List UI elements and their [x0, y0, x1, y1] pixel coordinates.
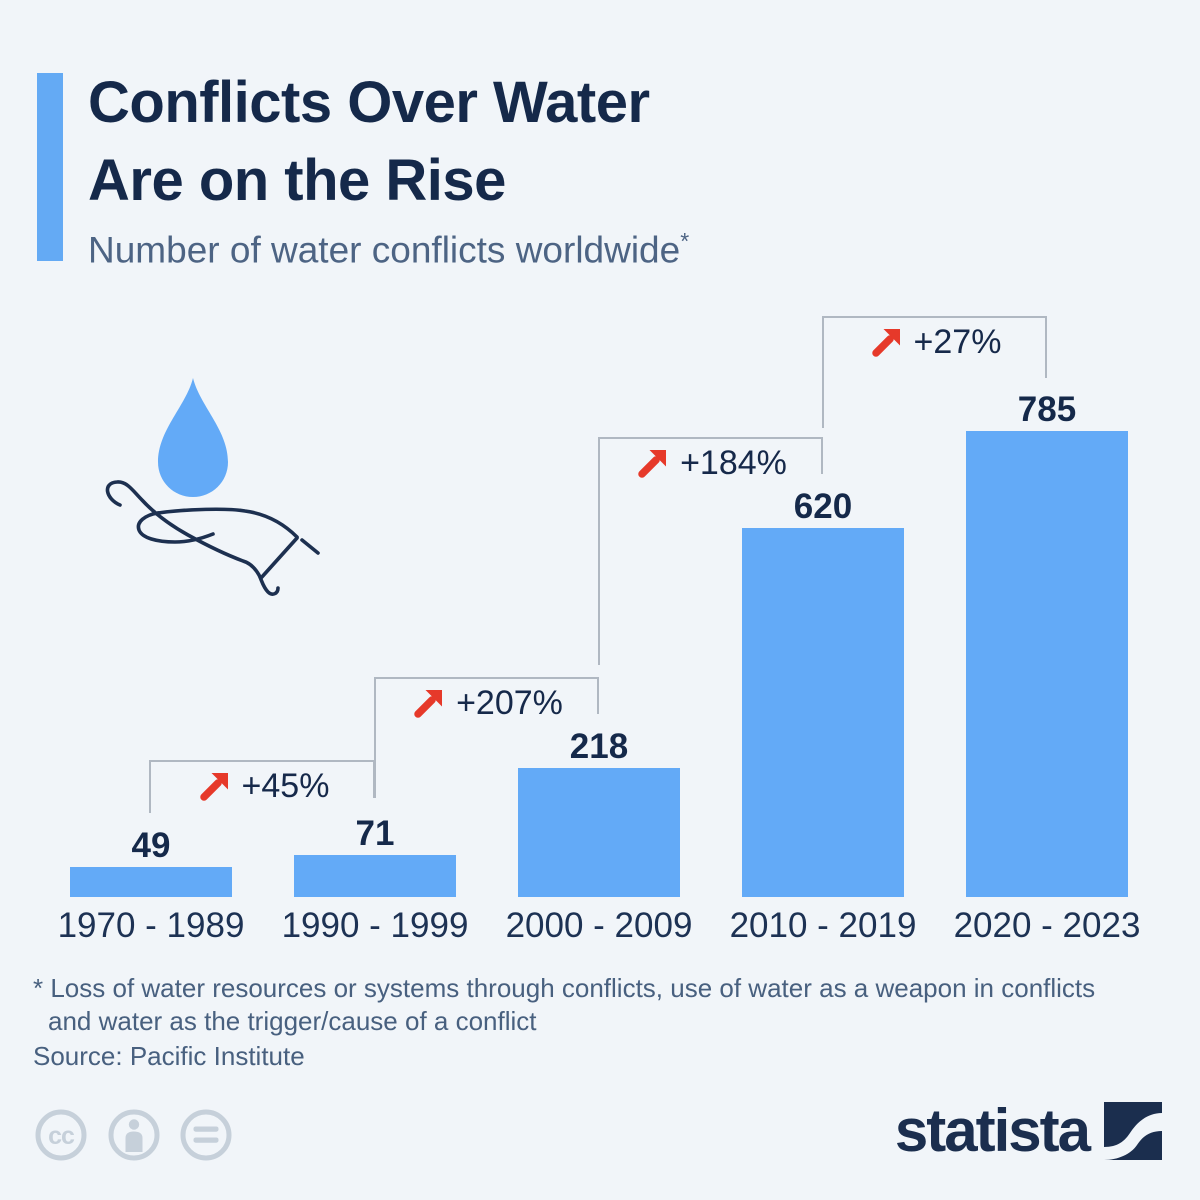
- bracket-2-line: [375, 677, 599, 679]
- bracket-4-left: [822, 316, 824, 428]
- water-drop: [158, 378, 228, 497]
- footnote-line-1: * Loss of water resources or systems thr…: [33, 973, 1096, 1003]
- bar-2000-2009: [518, 768, 680, 897]
- footnote-marker: *: [680, 228, 690, 254]
- category-label: 2020 - 2023: [953, 906, 1141, 945]
- equals-icon: [180, 1109, 232, 1161]
- title-accent-bar: [37, 73, 63, 261]
- trend-up-arrow-icon: [638, 450, 667, 478]
- svg-text:cc: cc: [48, 1122, 75, 1150]
- category-label: 2000 - 2009: [505, 906, 693, 945]
- change-annotation-2: +207%: [375, 682, 599, 724]
- change-annotation-label: +27%: [913, 322, 1002, 361]
- change-annotation-label: +45%: [241, 766, 330, 805]
- bar-1990-1999: [294, 855, 456, 897]
- footnote: * Loss of water resources or systems thr…: [33, 972, 1095, 1038]
- change-annotation-label: +184%: [680, 443, 787, 482]
- cc-icon: cc: [35, 1109, 87, 1161]
- bar-2020-2023: [966, 431, 1128, 897]
- change-annotation-1: +45%: [150, 765, 376, 807]
- bar-value-label: 49: [131, 826, 171, 865]
- statista-logo-mark: [1104, 1102, 1162, 1160]
- bracket-3-left: [598, 437, 600, 665]
- change-annotation-4: +27%: [823, 321, 1047, 363]
- attribution-person-icon: [108, 1109, 160, 1161]
- change-annotation-label: +207%: [456, 683, 563, 722]
- license-icons: cc: [35, 1109, 232, 1161]
- hand-water-drop-icon: [105, 378, 320, 596]
- bar-value-label: 218: [569, 727, 629, 766]
- trend-up-arrow-icon: [199, 773, 228, 801]
- bar-2010-2019: [742, 528, 904, 897]
- bracket-1-line: [150, 760, 376, 762]
- bar-1970-1989: [70, 867, 232, 897]
- bracket-3-right: [821, 437, 823, 474]
- category-label: 1990 - 1999: [281, 906, 469, 945]
- bracket-2-right: [597, 677, 599, 714]
- bracket-2-left: [374, 677, 376, 798]
- change-annotation-3: +184%: [599, 442, 823, 484]
- statista-logo: statista: [895, 1100, 1162, 1162]
- statista-wordmark: statista: [894, 1097, 1091, 1164]
- bar-value-label: 785: [1017, 390, 1077, 429]
- bracket-1-left: [149, 760, 151, 813]
- category-label: 2010 - 2019: [729, 906, 917, 945]
- bar-value-label: 620: [793, 487, 853, 526]
- source-line: Source: Pacific Institute: [33, 1041, 305, 1071]
- category-label: 1970 - 1989: [57, 906, 245, 945]
- bracket-4-right: [1045, 316, 1047, 378]
- trend-up-arrow-icon: [414, 690, 443, 718]
- trend-up-arrow-icon: [871, 329, 900, 357]
- hand-outline: [105, 480, 320, 596]
- chart-subtitle: Number of water conflicts worldwide*: [88, 228, 690, 271]
- bracket-3-line: [599, 437, 823, 439]
- footnote-line-2: and water as the trigger/cause of a conf…: [48, 1006, 537, 1036]
- bar-value-label: 71: [355, 814, 395, 853]
- title-line-2: Are on the Rise: [88, 148, 506, 213]
- title-line-1: Conflicts Over Water: [88, 70, 650, 135]
- bracket-4-line: [823, 316, 1047, 318]
- page-title: Conflicts Over Water Are on the Rise: [88, 64, 650, 220]
